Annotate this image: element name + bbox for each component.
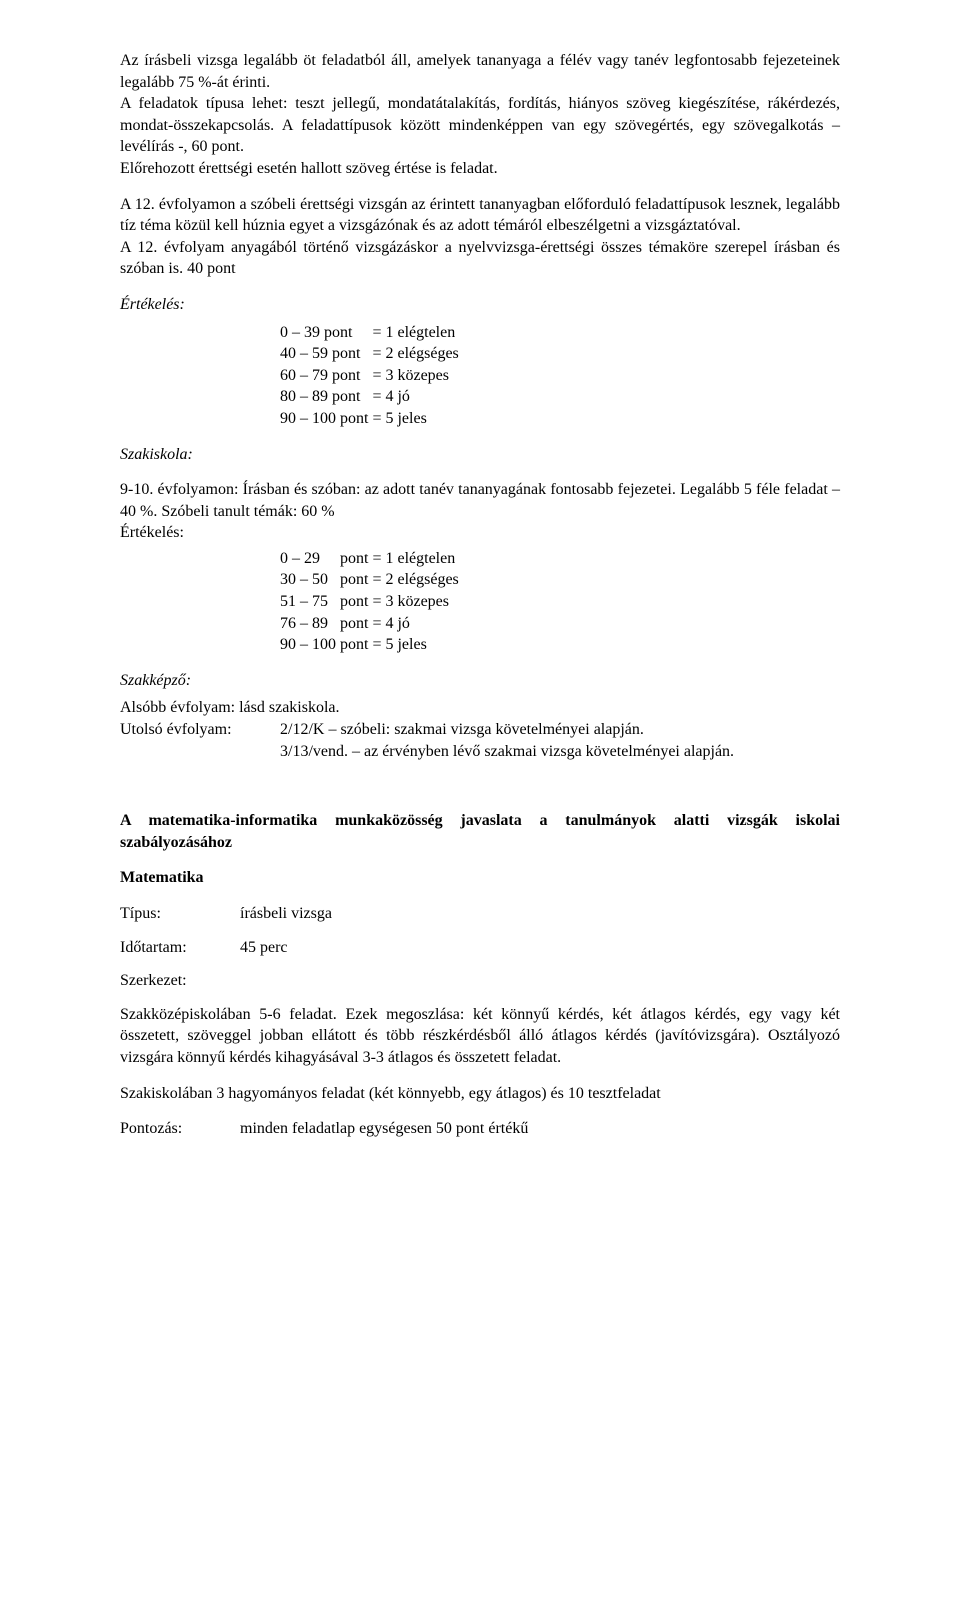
row-val: 45 perc (240, 937, 840, 959)
paragraph: Szakiskolában 3 hagyományos feladat (két… (120, 1083, 840, 1105)
document-page: Az írásbeli vizsga legalább öt feladatbó… (60, 0, 900, 1200)
row-duration: Időtartam: 45 perc (120, 937, 840, 959)
row: Utolsó évfolyam: 2/12/K – szóbeli: szakm… (120, 719, 840, 741)
grading-scale-2: 0 – 29 pont = 1 elégtelen 30 – 50 pont =… (280, 548, 840, 656)
row-key: Pontozás: (120, 1118, 240, 1140)
grading-scale-1: 0 – 39 pont = 1 elégtelen 40 – 59 pont =… (280, 322, 840, 430)
section-label-ertekeles-2: Értékelés: (120, 522, 840, 544)
section-label-szakiskola: Szakiskola: (120, 444, 840, 466)
row-key: Utolsó évfolyam: (120, 719, 280, 741)
grade-line: 90 – 100 pont = 5 jeles (280, 634, 840, 656)
subject-matematika: Matematika (120, 867, 840, 889)
row-val: írásbeli vizsga (240, 903, 840, 925)
row-key: Időtartam: (120, 937, 240, 959)
paragraph: Az írásbeli vizsga legalább öt feladatbó… (120, 50, 840, 93)
grade-line: 30 – 50 pont = 2 elégséges (280, 569, 840, 591)
row-val-cont: 3/13/vend. – az érvényben lévő szakmai v… (280, 741, 840, 763)
row-val: 2/12/K – szóbeli: szakmai vizsga követel… (280, 719, 840, 741)
row-key: Szerkezet: (120, 970, 240, 992)
grade-line: 76 – 89 pont = 4 jó (280, 613, 840, 635)
row-val: minden feladatlap egységesen 50 pont ért… (240, 1118, 840, 1140)
paragraph: A 12. évfolyam anyagából történő vizsgáz… (120, 237, 840, 280)
row-type: Típus: írásbeli vizsga (120, 903, 840, 925)
grade-line: 51 – 75 pont = 3 közepes (280, 591, 840, 613)
row-key: Típus: (120, 903, 240, 925)
grade-line: 40 – 59 pont = 2 elégséges (280, 343, 840, 365)
row-scoring: Pontozás: minden feladatlap egységesen 5… (120, 1118, 840, 1140)
section-label-szakkepzo: Szakképző: (120, 670, 840, 692)
heading-math-committee: A matematika-informatika munkaközösség j… (120, 810, 840, 853)
paragraph: Szakközépiskolában 5-6 feladat. Ezek meg… (120, 1004, 840, 1069)
grade-line: 80 – 89 pont = 4 jó (280, 386, 840, 408)
paragraph: 9-10. évfolyamon: Írásban és szóban: az … (120, 479, 840, 522)
paragraph: Előrehozott érettségi esetén hallott szö… (120, 158, 840, 180)
paragraph: A feladatok típusa lehet: teszt jellegű,… (120, 93, 840, 158)
grade-line: 90 – 100 pont = 5 jeles (280, 408, 840, 430)
paragraph: A 12. évfolyamon a szóbeli érettségi viz… (120, 194, 840, 237)
paragraph: Alsóbb évfolyam: lásd szakiskola. (120, 697, 840, 719)
row-val (240, 970, 840, 992)
grade-line: 0 – 29 pont = 1 elégtelen (280, 548, 840, 570)
grade-line: 60 – 79 pont = 3 közepes (280, 365, 840, 387)
section-label-ertekeles: Értékelés: (120, 294, 840, 316)
row-structure: Szerkezet: (120, 970, 840, 992)
grade-line: 0 – 39 pont = 1 elégtelen (280, 322, 840, 344)
